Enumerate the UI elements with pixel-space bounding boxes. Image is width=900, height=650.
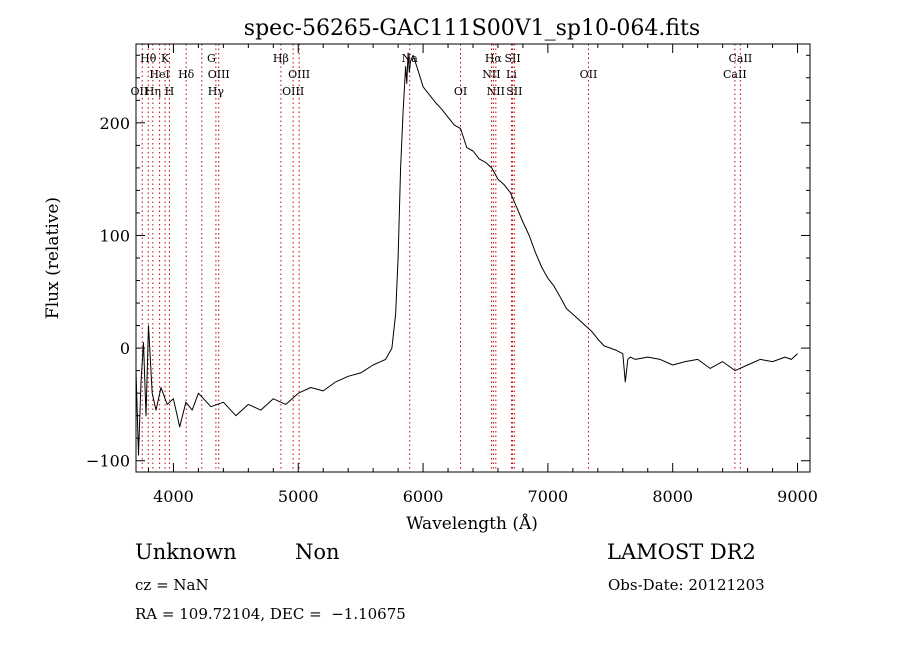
coordinates: RA = 109.72104, DEC = −1.10675 — [135, 605, 406, 623]
line-label: Hα — [485, 52, 503, 65]
line-label: Hδ — [178, 68, 195, 81]
line-label: H — [165, 85, 175, 98]
class-label: Unknown — [135, 540, 237, 564]
line-label: OIII — [288, 68, 310, 81]
line-label: OII — [580, 68, 598, 81]
line-label: K — [161, 52, 170, 65]
line-label: Hθ — [140, 52, 157, 65]
x-tick-label: 6000 — [403, 487, 444, 506]
x-axis-label: Wavelength (Å) — [406, 513, 538, 534]
x-tick-label: 8000 — [652, 487, 693, 506]
x-tick-label: 5000 — [278, 487, 319, 506]
y-tick-label: 200 — [99, 114, 130, 133]
line-label: G — [207, 52, 216, 65]
x-tick-label: 4000 — [153, 487, 194, 506]
x-tick-label: 7000 — [528, 487, 569, 506]
line-label: OIII — [208, 68, 230, 81]
y-axis: −100 0 100 200 — [86, 54, 810, 471]
y-axis-label: Flux (relative) — [43, 197, 63, 319]
y-tick-label: 100 — [99, 226, 130, 245]
y-tick-label: 0 — [120, 339, 130, 358]
x-axis: 4000 5000 6000 7000 8000 9000 — [147, 44, 818, 506]
line-label: Hγ — [208, 85, 225, 98]
line-label: Li — [506, 68, 517, 81]
subclass-label: Non — [295, 540, 340, 564]
line-label: OII — [131, 85, 149, 98]
line-label: NII — [482, 68, 500, 81]
line-label: Hβ — [273, 52, 289, 65]
plot-frame — [135, 43, 811, 473]
line-label: HeI — [149, 68, 169, 81]
x-tick-label: 9000 — [777, 487, 818, 506]
line-label: Na — [402, 52, 419, 65]
line-label: OI — [454, 85, 467, 98]
line-label: Hη — [145, 85, 161, 98]
line-label: OIII — [282, 85, 304, 98]
obs-date: Obs-Date: 20121203 — [608, 576, 765, 594]
line-label: NII — [487, 85, 505, 98]
line-label: CaII — [723, 68, 747, 81]
spectrum-line — [135, 52, 798, 456]
line-label: SII — [506, 85, 522, 98]
chart-title: spec-56265-GAC111S00V1_sp10-064.fits — [244, 16, 700, 41]
line-label: SII — [504, 52, 520, 65]
spectrum-series — [135, 52, 798, 456]
survey-label: LAMOST DR2 — [607, 540, 756, 564]
y-tick-label: −100 — [86, 452, 130, 471]
emission-line-markers — [141, 44, 741, 472]
line-label: CaII — [729, 52, 753, 65]
redshift-value: cz = NaN — [135, 576, 209, 594]
